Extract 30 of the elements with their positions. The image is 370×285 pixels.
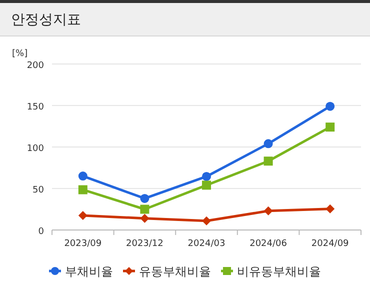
x-tick-label: 2024/03 <box>188 239 226 249</box>
point <box>78 210 88 220</box>
y-tick-label: 150 <box>26 102 44 112</box>
y-tick-label: 100 <box>26 144 44 154</box>
x-tick-label: 2024/06 <box>250 239 288 249</box>
point <box>202 216 211 226</box>
legend-label: 부채비율 <box>65 264 113 278</box>
x-tick-label: 2023/12 <box>126 239 164 249</box>
point <box>140 214 150 223</box>
x-tick-label: 2023/09 <box>64 239 102 249</box>
chart-title: 안정성지표 <box>11 12 81 28</box>
point <box>140 204 150 214</box>
legend-label: 유동부채비율 <box>139 264 211 278</box>
point <box>326 204 335 214</box>
point <box>326 102 335 111</box>
point <box>202 180 211 190</box>
point <box>140 194 150 203</box>
y-axis-title: [%] <box>12 49 28 59</box>
legend-label: 비유동부채비율 <box>237 264 321 278</box>
point <box>264 139 273 148</box>
y-tick-label: 50 <box>32 186 44 196</box>
x-tick-label: 2024/09 <box>311 239 350 249</box>
point <box>78 185 88 194</box>
point <box>326 122 335 132</box>
y-tick-label: 0 <box>38 227 44 237</box>
y-tick-label: 200 <box>26 61 44 71</box>
point <box>264 206 273 216</box>
point <box>202 172 211 181</box>
point <box>264 156 273 166</box>
point <box>78 172 88 181</box>
